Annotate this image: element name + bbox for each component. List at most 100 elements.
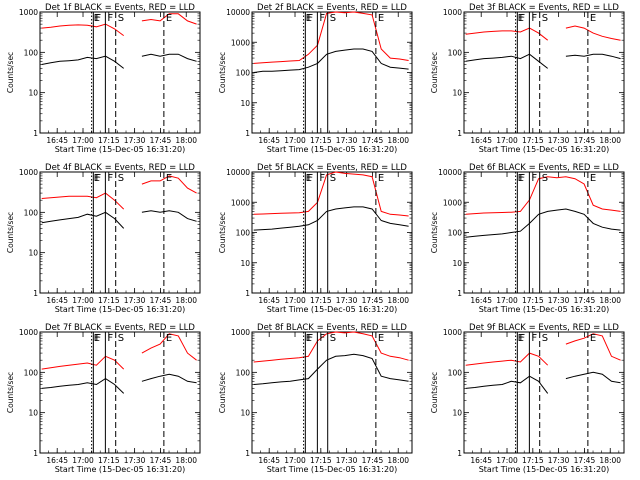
x-tick-label: 16:45 bbox=[470, 136, 492, 145]
marker-label: E bbox=[378, 13, 384, 24]
series-line-lld bbox=[41, 333, 197, 370]
panel-title: Det 8f BLACK = Events, RED = LLD bbox=[257, 323, 407, 333]
marker-label: F bbox=[531, 333, 537, 344]
panel-det-7: Det 7f BLACK = Events, RED = LLD 1 10 100 10… bbox=[6, 323, 201, 474]
marker-label: F bbox=[95, 173, 101, 184]
marker-label: E bbox=[518, 333, 524, 344]
y-tick-label: 10 bbox=[452, 89, 462, 98]
x-tick-label: 17:15 bbox=[310, 456, 332, 465]
x-axis-label: Start Time (15-Dec-05 16:31:20) bbox=[479, 305, 610, 314]
series-line-events bbox=[465, 208, 621, 238]
plot-frame bbox=[251, 171, 413, 294]
y-axis-label: Counts/sec bbox=[6, 372, 15, 413]
x-tick-label: 16:45 bbox=[46, 456, 68, 465]
y-axis-label: Counts/sec bbox=[430, 52, 439, 93]
x-tick-label: 17:45 bbox=[362, 296, 384, 305]
x-tick-label: 18:00 bbox=[599, 456, 621, 465]
y-tick-label: 100 bbox=[448, 48, 463, 57]
x-tick-label: 17:45 bbox=[150, 456, 172, 465]
x-tick-label: 17:00 bbox=[284, 296, 306, 305]
y-tick-label: 1 bbox=[457, 129, 462, 138]
plot-frame bbox=[463, 11, 625, 134]
x-tick-label: 17:00 bbox=[72, 136, 94, 145]
y-tick-label: 10 bbox=[240, 409, 250, 418]
marker-label: E bbox=[378, 173, 384, 184]
x-tick-label: 17:30 bbox=[336, 296, 358, 305]
y-tick-label: 10 bbox=[28, 249, 38, 258]
y-tick-label: 1000 bbox=[19, 8, 38, 17]
x-axis-label: Start Time (15-Dec-05 16:31:20) bbox=[479, 465, 610, 474]
y-tick-label: 1000 bbox=[231, 198, 250, 207]
marker-label: F bbox=[307, 333, 313, 344]
y-tick-label: 1000 bbox=[443, 328, 462, 337]
plot-frame bbox=[39, 11, 201, 134]
panel-det-4: Det 4f BLACK = Events, RED = LLD 1 10 100 10… bbox=[6, 163, 201, 314]
marker-label: F bbox=[107, 13, 113, 24]
marker-label: E bbox=[306, 13, 312, 24]
panel-title: Det 2f BLACK = Events, RED = LLD bbox=[257, 3, 407, 13]
x-tick-label: 18:00 bbox=[387, 296, 409, 305]
x-tick-label: 17:30 bbox=[548, 296, 570, 305]
x-tick-label: 18:00 bbox=[175, 296, 197, 305]
x-tick-label: 17:15 bbox=[522, 296, 544, 305]
y-tick-label: 1000 bbox=[443, 8, 462, 17]
marker-label: F bbox=[95, 333, 101, 344]
x-tick-label: 16:45 bbox=[470, 296, 492, 305]
marker-label: F bbox=[519, 333, 525, 344]
marker-label: E bbox=[518, 13, 524, 24]
marker-label: E bbox=[306, 333, 312, 344]
marker-label: E bbox=[590, 13, 596, 24]
x-tick-label: 17:30 bbox=[336, 456, 358, 465]
x-tick-label: 17:30 bbox=[548, 456, 570, 465]
y-axis-label: Counts/sec bbox=[6, 212, 15, 253]
panel-det-1: Det 1f BLACK = Events, RED = LLD 1 10 100 10… bbox=[6, 3, 201, 154]
x-tick-label: 17:15 bbox=[310, 296, 332, 305]
y-tick-label: 1 bbox=[33, 449, 38, 458]
x-tick-label: 17:15 bbox=[98, 296, 120, 305]
x-tick-label: 17:15 bbox=[522, 456, 544, 465]
series-line-events bbox=[465, 371, 621, 394]
plot-frame bbox=[251, 11, 413, 134]
x-axis-label: Start Time (15-Dec-05 16:31:20) bbox=[267, 305, 398, 314]
x-tick-label: 18:00 bbox=[599, 136, 621, 145]
x-axis-label: Start Time (15-Dec-05 16:31:20) bbox=[55, 145, 186, 154]
y-tick-label: 10 bbox=[28, 89, 38, 98]
x-tick-label: 18:00 bbox=[599, 296, 621, 305]
marker-label: F bbox=[107, 333, 113, 344]
y-tick-label: 1 bbox=[457, 449, 462, 458]
y-axis-label: Counts/sec bbox=[218, 372, 227, 413]
y-tick-label: 1 bbox=[245, 289, 250, 298]
y-tick-label: 100 bbox=[236, 368, 251, 377]
plot-frame bbox=[39, 331, 201, 454]
panel-title: Det 4f BLACK = Events, RED = LLD bbox=[45, 163, 195, 173]
marker-label: E bbox=[94, 173, 100, 184]
marker-label: S bbox=[118, 173, 124, 184]
y-tick-label: 10 bbox=[240, 259, 250, 268]
x-tick-label: 17:45 bbox=[150, 296, 172, 305]
series-line-lld bbox=[465, 333, 621, 366]
marker-label: F bbox=[319, 13, 325, 24]
x-tick-label: 17:00 bbox=[72, 296, 94, 305]
x-tick-label: 17:15 bbox=[522, 136, 544, 145]
y-axis-label: Counts/sec bbox=[218, 52, 227, 93]
x-tick-label: 17:45 bbox=[574, 296, 596, 305]
marker-label: F bbox=[319, 333, 325, 344]
marker-label: E bbox=[590, 173, 596, 184]
series-line-events bbox=[253, 48, 409, 73]
y-tick-label: 100 bbox=[236, 69, 251, 78]
x-tick-label: 17:00 bbox=[496, 296, 518, 305]
y-tick-label: 100 bbox=[24, 48, 39, 57]
plot-frame bbox=[39, 171, 201, 294]
x-tick-label: 17:30 bbox=[124, 296, 146, 305]
y-tick-label: 100 bbox=[24, 208, 39, 217]
y-tick-label: 10 bbox=[28, 409, 38, 418]
marker-label: S bbox=[330, 13, 336, 24]
panel-det-9: Det 9f BLACK = Events, RED = LLD 1 10 100 10… bbox=[430, 323, 625, 474]
x-tick-label: 17:45 bbox=[150, 136, 172, 145]
marker-label: S bbox=[330, 173, 336, 184]
y-tick-label: 1000 bbox=[19, 328, 38, 337]
y-tick-label: 10 bbox=[452, 409, 462, 418]
marker-label: S bbox=[542, 13, 548, 24]
y-tick-label: 1 bbox=[33, 289, 38, 298]
y-tick-label: 100 bbox=[448, 229, 463, 238]
